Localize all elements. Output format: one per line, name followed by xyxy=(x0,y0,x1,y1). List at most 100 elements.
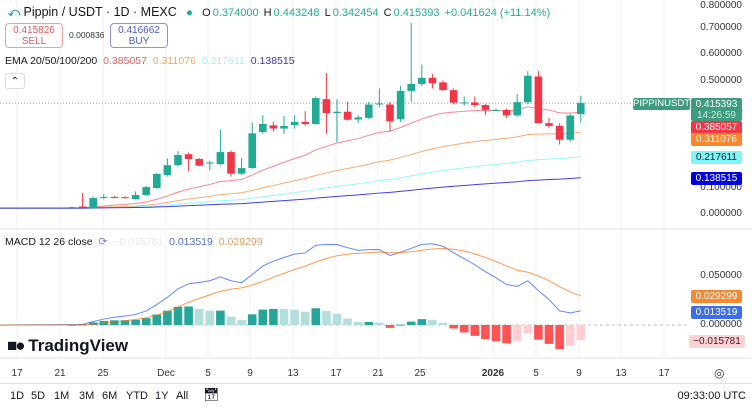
candle-body xyxy=(386,104,394,122)
macd-histogram-bar xyxy=(565,325,575,346)
macd-histogram-bar xyxy=(194,308,204,325)
price-tick: 0.700000 xyxy=(700,22,742,33)
chevron-up-icon: ⌃ xyxy=(10,76,20,87)
candle-body xyxy=(439,82,447,91)
candle-body xyxy=(502,109,511,116)
ema20-value: 0.385057 xyxy=(103,55,147,67)
macd-histogram-bar xyxy=(459,325,469,333)
tradingview-logo-icon: ■● xyxy=(7,336,25,355)
ema200-value: 0.138515 xyxy=(250,55,295,67)
clock-time[interactable]: 09:33:00 UTC xyxy=(677,390,746,402)
macd-histogram-bar xyxy=(300,311,310,325)
candle-body xyxy=(354,117,362,120)
macd-signal-value: 0.029299 xyxy=(218,236,263,248)
macd-legend[interactable]: MACD 12 26 close ⟳ −0.015781 0.013519 0.… xyxy=(5,236,263,248)
collapse-legend-button[interactable]: ⌃ xyxy=(5,73,25,89)
candle-body xyxy=(418,77,426,84)
candle-body xyxy=(375,103,384,105)
time-tick: 9 xyxy=(247,368,253,379)
buy-button[interactable]: 0.416662 BUY xyxy=(110,23,168,48)
ema50-line xyxy=(0,131,581,209)
close-label: C xyxy=(383,7,392,19)
market-status-dot-icon: ● xyxy=(185,7,193,19)
price-tick: 0.600000 xyxy=(700,48,742,59)
symbol-title[interactable]: Pippin / USDT · 1D · MEXC xyxy=(23,5,177,19)
range-button-3m[interactable]: 3M xyxy=(79,390,95,402)
candle-body xyxy=(333,111,341,114)
candle-body xyxy=(269,125,278,129)
time-tick: 13 xyxy=(287,368,299,379)
range-button-all[interactable]: All xyxy=(176,390,189,402)
tradingview-logo[interactable]: ■● TradingView xyxy=(7,336,129,355)
candle-body xyxy=(280,125,288,129)
macd-histogram-bar xyxy=(152,314,162,325)
macd-histogram-bar xyxy=(311,308,321,325)
settings-gear-icon[interactable]: ◎ xyxy=(714,366,725,380)
sell-button[interactable]: 0.415826 SELL xyxy=(5,23,63,48)
price-tick: 0.000000 xyxy=(700,208,742,219)
time-tick: 21 xyxy=(372,368,384,379)
candle-body xyxy=(428,77,437,84)
candle-body xyxy=(153,173,161,189)
macd-label: MACD 12 26 close xyxy=(5,236,93,248)
macd-histogram-bar xyxy=(226,316,236,325)
candle-body xyxy=(555,125,564,140)
time-tick: 25 xyxy=(97,368,109,379)
macd-histogram-bar xyxy=(534,325,543,340)
ema100-tag: 0.217611 xyxy=(691,151,742,164)
candle-body xyxy=(248,133,256,169)
macd-histogram-bar xyxy=(332,313,342,325)
range-button-5d[interactable]: 5D xyxy=(31,390,46,402)
open-label: O xyxy=(202,7,211,19)
macd-histogram-bar xyxy=(396,324,405,326)
macd-histogram-bar xyxy=(173,306,183,325)
macd-histogram-bar xyxy=(322,311,331,325)
time-tick: 5 xyxy=(533,368,539,379)
date-range-calendar-icon[interactable]: 📅︎ xyxy=(203,387,220,402)
ema-legend[interactable]: EMA 20/50/100/200 0.385057 0.311076 0.21… xyxy=(5,55,295,67)
macd-histogram-bar xyxy=(163,310,172,325)
macd-histogram-bar xyxy=(110,320,119,325)
change-value: +0.041624 (+11.14%) xyxy=(444,7,551,19)
chart-legend: ⤺ Pippin / USDT · 1D · MEXC ● O 0.374000 … xyxy=(8,5,552,20)
candle-body xyxy=(545,123,553,126)
time-tick: 5 xyxy=(205,368,211,379)
macd-histogram-bar xyxy=(512,325,522,342)
macd-histogram-bar xyxy=(428,319,437,325)
macd-histogram-bar xyxy=(502,325,511,344)
ema50-tag: 0.311076 xyxy=(691,133,742,146)
candle-body xyxy=(577,103,585,115)
candle-body xyxy=(322,99,331,114)
ema200-line xyxy=(0,177,581,209)
candle-body xyxy=(365,104,373,118)
candle-body xyxy=(460,102,468,104)
time-tick: 9 xyxy=(576,368,582,379)
range-button-6m[interactable]: 6M xyxy=(102,390,118,402)
range-button-1y[interactable]: 1Y xyxy=(155,390,169,402)
macd-line-tag: 0.013519 xyxy=(691,306,742,319)
macd-histogram-bar xyxy=(491,325,501,342)
candle-body xyxy=(174,154,182,166)
range-button-ytd[interactable]: YTD xyxy=(126,390,148,402)
candle-body xyxy=(142,187,150,196)
range-button-1m[interactable]: 1M xyxy=(54,390,70,402)
candle-body xyxy=(184,154,193,159)
ema100-line xyxy=(0,156,581,209)
open-value: 0.374000 xyxy=(212,7,259,19)
macd-signal-line xyxy=(0,247,581,326)
candle-body xyxy=(524,75,532,103)
macd-signal-tag: 0.029299 xyxy=(691,290,742,303)
macd-hist-value: −0.015781 xyxy=(113,236,164,248)
ema50-value: 0.311076 xyxy=(152,55,196,67)
candle-body xyxy=(78,206,87,208)
sell-label: SELL xyxy=(21,36,47,47)
macd-tick: 0.000000 xyxy=(700,319,742,330)
macd-histogram-bar xyxy=(247,314,257,325)
macd-tick: 0.050000 xyxy=(700,270,742,281)
range-button-1d[interactable]: 1D xyxy=(10,390,25,402)
spread-value: 0.000836 xyxy=(69,30,105,40)
ema20-tag: 0.385057 xyxy=(691,121,742,134)
macd-histogram-bar xyxy=(216,310,225,325)
macd-settings-icon[interactable]: ⟳ xyxy=(98,236,108,248)
